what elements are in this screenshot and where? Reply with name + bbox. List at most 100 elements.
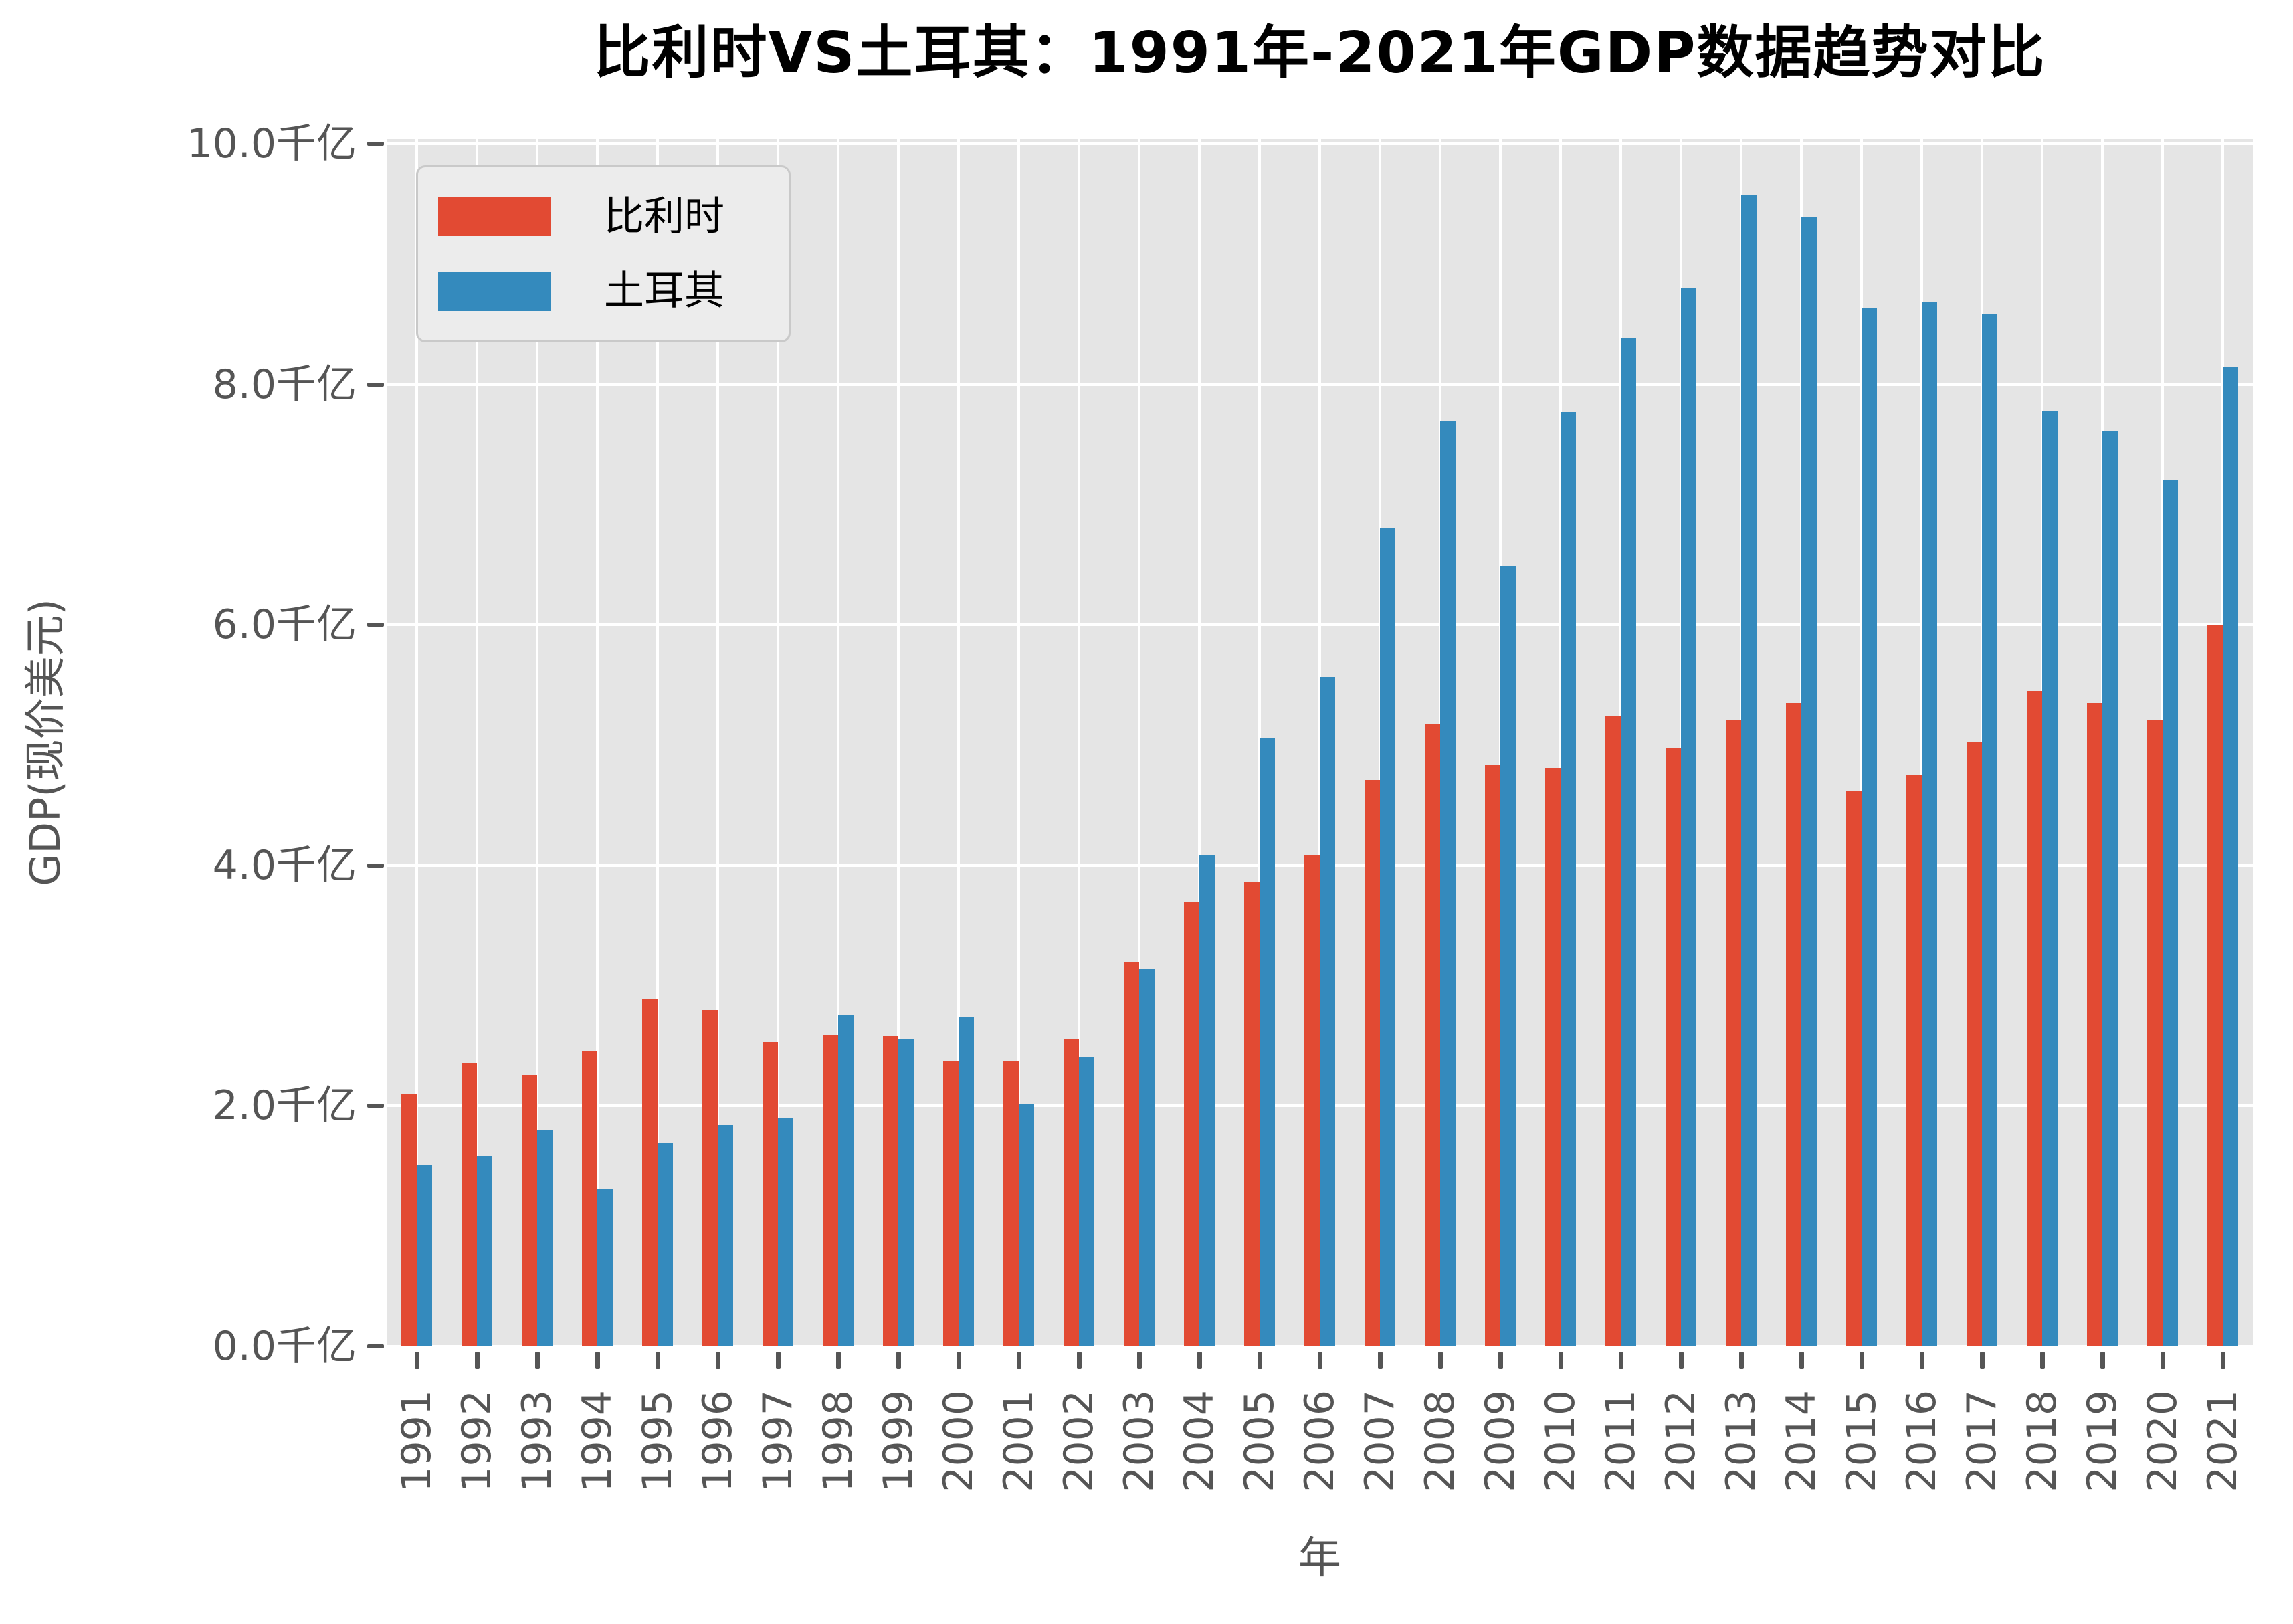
x-tick-1996 [715,1352,720,1369]
x-tick-1999 [896,1352,901,1369]
x-tick-label-1992: 1992 [454,1390,500,1492]
bar-series1-2013 [1741,195,1757,1346]
legend-item-belgium: 比利时 [438,197,789,237]
x-tick-1995 [655,1352,660,1369]
x-tick-label-1996: 1996 [694,1390,741,1492]
x-tick-label-2000: 2000 [935,1390,982,1492]
bar-series0-2011 [1605,716,1621,1346]
legend-swatch-turkey [438,271,551,311]
x-tick-label-1997: 1997 [755,1390,801,1492]
v-gridline-2004 [1198,139,1201,1346]
y-tick-10 [367,142,384,146]
bar-series0-2003 [1124,962,1139,1346]
bar-series1-2002 [1079,1057,1094,1346]
v-gridline-2002 [1078,139,1080,1346]
bar-series1-1996 [718,1125,733,1346]
x-tick-1998 [835,1352,841,1369]
bar-series1-2012 [1681,288,1696,1346]
x-axis-label: 年 [1298,1534,1341,1583]
x-tick-label-1991: 1991 [393,1390,440,1492]
x-tick-label-2012: 2012 [1658,1390,1704,1492]
bar-series0-2000 [943,1061,959,1346]
x-tick-label-2008: 2008 [1417,1390,1464,1492]
x-tick-2009 [1498,1352,1503,1369]
bar-series1-2017 [1982,313,1997,1346]
x-tick-label-2004: 2004 [1176,1390,1223,1492]
y-tick-label-10: 10.0千亿 [187,120,357,167]
bar-series0-2019 [2087,703,2102,1346]
x-tick-2002 [1076,1352,1082,1369]
x-tick-2006 [1317,1352,1322,1369]
bar-series1-1998 [838,1014,854,1346]
x-tick-label-2011: 2011 [1597,1390,1644,1492]
x-tick-2003 [1136,1352,1142,1369]
bar-series1-1999 [898,1038,914,1346]
bar-series1-2014 [1801,217,1817,1346]
bar-series1-1992 [477,1156,492,1346]
x-tick-label-2018: 2018 [2019,1390,2066,1492]
x-tick-1992 [474,1352,480,1369]
v-gridline-1993 [536,139,538,1346]
bar-series1-1991 [417,1164,432,1346]
bar-series0-1993 [522,1074,537,1346]
x-tick-label-1998: 1998 [815,1390,862,1492]
plot-area [387,139,2253,1348]
bar-series0-2002 [1064,1038,1079,1346]
x-tick-label-2001: 2001 [995,1390,1042,1492]
x-tick-2013 [1738,1352,1744,1369]
bar-series0-2009 [1485,764,1500,1346]
bar-series0-2005 [1244,882,1260,1346]
v-gridline-1999 [897,139,900,1346]
bar-series1-2008 [1440,420,1456,1346]
bar-series0-2008 [1425,723,1440,1346]
y-axis-label: GDP(现价美元) [21,599,70,886]
bar-series0-2013 [1726,720,1741,1346]
x-tick-2004 [1197,1352,1202,1369]
x-tick-2007 [1377,1352,1383,1369]
v-gridline-1996 [716,139,719,1346]
v-gridline-1991 [415,139,418,1346]
bar-series1-1993 [537,1130,553,1346]
y-tick-4 [367,863,384,868]
bar-series0-1998 [823,1035,838,1346]
x-tick-label-2019: 2019 [2079,1390,2126,1492]
bar-series1-2015 [1862,307,1877,1346]
bar-series1-2004 [1199,855,1215,1346]
bar-series0-1994 [582,1050,597,1346]
y-tick-label-6: 6.0千亿 [212,601,357,649]
v-gridline-1992 [476,139,478,1346]
bar-series1-2016 [1922,301,1937,1346]
y-tick-8 [367,382,384,387]
x-tick-2000 [956,1352,961,1369]
bar-series0-1999 [883,1036,898,1346]
bar-series0-2017 [1967,742,1982,1346]
x-tick-label-2015: 2015 [1838,1390,1885,1492]
v-gridline-2001 [1017,139,1020,1346]
x-tick-label-2003: 2003 [1116,1390,1163,1492]
v-gridline-1998 [837,139,839,1346]
bar-series1-2020 [2163,480,2178,1346]
bar-series0-1995 [642,999,658,1346]
x-tick-1994 [595,1352,600,1369]
bar-series0-2014 [1786,703,1801,1346]
y-tick-0 [367,1344,384,1348]
bar-series1-2006 [1320,676,1335,1346]
x-tick-2005 [1257,1352,1262,1369]
bar-series1-1994 [597,1189,613,1346]
x-tick-2001 [1016,1352,1021,1369]
bar-series0-2018 [2027,691,2042,1346]
x-tick-2020 [2160,1352,2165,1369]
x-tick-2021 [2220,1352,2225,1369]
x-tick-2008 [1437,1352,1443,1369]
bar-series1-1995 [658,1143,673,1346]
legend-label-turkey: 土耳其 [604,268,724,315]
bar-series0-2012 [1666,748,1681,1346]
bar-series1-2021 [2223,366,2238,1346]
legend-item-turkey: 土耳其 [438,271,789,311]
x-tick-2017 [1979,1352,1985,1369]
x-tick-2014 [1799,1352,1804,1369]
chart-title: 比利时VS土耳其：1991年-2021年GDP数据趋势对比 [593,20,2046,86]
x-tick-label-2014: 2014 [1778,1390,1825,1492]
bar-series0-1992 [462,1062,477,1346]
bar-series1-2005 [1260,738,1275,1346]
